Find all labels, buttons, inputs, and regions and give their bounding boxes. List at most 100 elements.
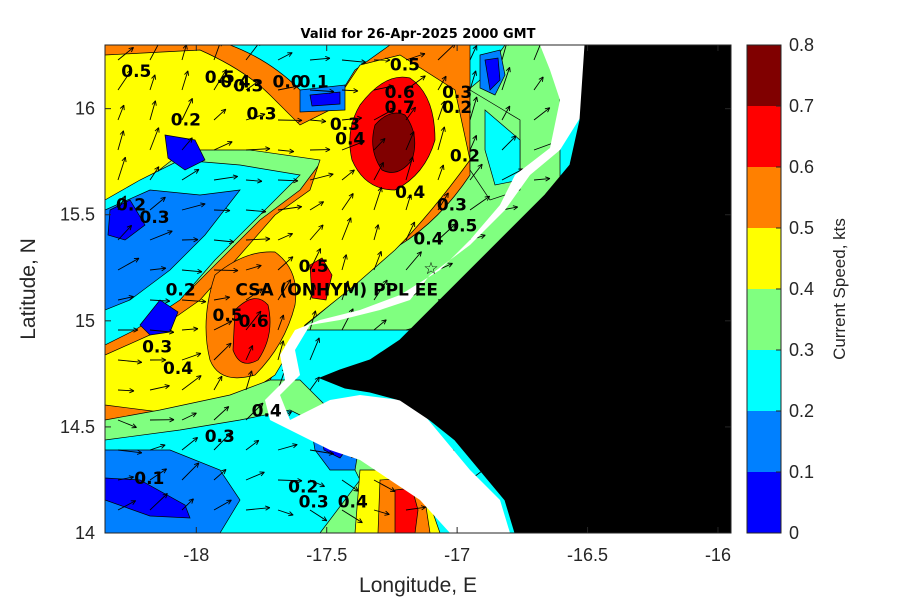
vector-arrow: [309, 224, 324, 241]
vector-arrow: [117, 195, 126, 211]
vector-arrowhead: [357, 518, 363, 524]
vector-arrowhead: [133, 257, 140, 263]
vector-arrowhead: [133, 327, 139, 333]
vector-arrowhead: [325, 56, 331, 62]
vector-arrow: [437, 100, 446, 121]
vector-arrowhead: [505, 66, 511, 73]
vector-arrowhead: [229, 238, 235, 245]
vector-arrowhead: [128, 475, 134, 481]
contour-label: 0.4: [413, 229, 443, 249]
vector-arrow: [405, 156, 414, 181]
vector-arrowhead: [265, 236, 271, 242]
speed-band-0: [105, 477, 191, 519]
x-tick-label: -18: [183, 545, 209, 565]
vector-arrow: [341, 117, 362, 121]
contour-labels: 0.5 0.50.40.3 0.00.10.30.20.50.60.70.30.40…: [116, 55, 480, 512]
vector-arrowhead: [193, 326, 199, 332]
vector-arrow: [213, 69, 227, 91]
vector-arrowhead: [225, 207, 231, 214]
vector-arrowhead: [316, 248, 322, 254]
vector-arrowhead: [196, 375, 202, 381]
contour-label: 0.1: [299, 72, 329, 92]
vector-arrowhead: [261, 208, 267, 214]
vector-arrow: [117, 476, 134, 481]
vector-arrowhead: [254, 80, 260, 86]
vector-arrowhead: [450, 45, 456, 49]
vector-arrow: [181, 412, 197, 421]
vector-arrow: [533, 178, 550, 181]
vector-arrow: [373, 279, 388, 301]
vector-arrow: [437, 126, 445, 151]
vector-arrowhead: [381, 319, 387, 325]
contour-label: 0.2: [442, 98, 472, 118]
vector-arrow: [373, 251, 382, 271]
vector-arrowhead: [545, 176, 551, 182]
vector-arrow: [149, 45, 159, 61]
annotations: CSA (ONHYM) PPL EE☆: [235, 259, 438, 300]
vector-arrowhead: [279, 314, 285, 320]
vector-arrow: [277, 340, 284, 361]
colorbar-label: Current Speed, kts: [830, 218, 849, 360]
vector-arrow: [181, 269, 202, 273]
vector-arrow: [405, 221, 416, 241]
vector-arrowhead: [420, 505, 427, 511]
vector-arrow: [149, 267, 166, 271]
land-mass: [318, 45, 731, 533]
vector-arrowhead: [253, 439, 260, 446]
vector-arrow: [213, 375, 223, 391]
vector-arrow: [117, 449, 142, 454]
contour-label: 0.2: [116, 195, 146, 215]
current-vectors: [117, 38, 623, 524]
vector-arrowhead: [348, 193, 354, 199]
vector-arrow: [181, 168, 200, 181]
vector-arrow: [181, 328, 198, 331]
vector-arrow: [245, 113, 266, 121]
vector-arrow: [405, 506, 426, 511]
vector-arrow: [149, 468, 167, 481]
vector-arrowhead: [539, 38, 543, 43]
vector-arrow: [277, 233, 293, 241]
vector-arrowhead: [325, 147, 331, 153]
vector-arrowhead: [357, 115, 363, 121]
vector-arrowhead: [119, 104, 125, 111]
vector-arrow: [309, 248, 321, 271]
y-tick-label: 15.5: [60, 205, 95, 225]
vector-arrowhead: [473, 96, 479, 102]
contour-label: 0.3: [442, 83, 472, 103]
vector-arrow: [149, 299, 170, 302]
vector-arrowhead: [379, 161, 384, 168]
vector-arrow: [181, 437, 198, 451]
site-label: CSA (ONHYM) PPL EE: [235, 280, 438, 300]
vector-arrowhead: [349, 169, 355, 175]
vector-arrow: [213, 209, 231, 212]
vector-arrow: [277, 256, 294, 271]
vector-arrowhead: [233, 267, 239, 274]
vector-arrow: [437, 75, 447, 91]
vector-arrowhead: [256, 310, 262, 317]
vector-arrowhead: [293, 178, 299, 184]
contour-label: 0.3: [246, 104, 276, 124]
vector-arrow: [245, 179, 262, 182]
speed-band-0: [139, 299, 179, 336]
vector-arrow: [309, 376, 320, 391]
vector-arrowhead: [154, 127, 160, 133]
vector-arrow: [469, 163, 483, 181]
vector-arrow: [341, 280, 349, 301]
contour-label: 0.5: [299, 257, 329, 277]
vector-arrowhead: [318, 224, 324, 230]
vector-arrow: [501, 105, 511, 121]
vector-arrowhead: [225, 432, 232, 438]
colorbar-tick-label: 0.4: [789, 279, 814, 299]
vector-arrowhead: [472, 45, 478, 51]
vector-arrowhead: [247, 370, 253, 376]
vector-arrow: [309, 337, 320, 361]
colorbar-tick-label: 0.1: [789, 462, 814, 482]
vector-arrowhead: [184, 70, 190, 76]
vector-arrow: [341, 140, 365, 151]
vector-arrow: [181, 462, 200, 481]
vector-arrow: [373, 108, 396, 121]
colorbar-tick-label: 0.3: [789, 340, 814, 360]
vector-arrowhead: [279, 340, 285, 346]
x-tick-label: -16.5: [567, 545, 608, 565]
y-axis-label: Latitude, N: [17, 238, 40, 340]
